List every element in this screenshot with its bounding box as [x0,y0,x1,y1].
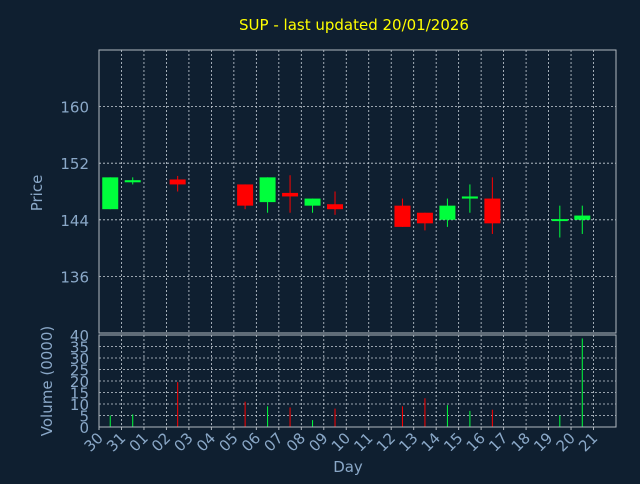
candle-body-09 [327,204,344,210]
volume-tick-label: 15 [70,385,89,403]
candle-body-08 [304,198,321,206]
volume-panel-frame [98,334,617,428]
x-tick-label: 21 [575,429,601,455]
volume-tick-label: 0 [79,419,89,437]
candle-body-20 [574,215,591,220]
volume-tick-label: 30 [70,350,89,368]
grid-layer [99,50,616,427]
candle-body-12 [394,205,411,227]
volume-tick-label: 20 [70,373,89,391]
price-tick-label: 136 [60,268,89,286]
marks-layer [102,175,591,427]
candle-body-05 [237,184,254,206]
price-tick-label: 144 [60,212,89,230]
price-panel-frame [98,49,617,334]
candle-body-02 [169,179,186,185]
candle-body-31 [124,180,141,183]
volume-axis-label: Volume (0000) [38,326,56,436]
price-tick-label: 160 [60,99,89,117]
candle-body-13 [416,212,433,224]
candle-body-19 [551,219,568,222]
candle-body-16 [484,198,501,224]
candle-body-14 [439,205,456,220]
volume-tick-label: 25 [70,362,89,380]
candle-body-07 [282,192,299,197]
candle-body-30 [102,177,119,210]
chart-title: SUP - last updated 20/01/2026 [239,16,469,34]
candle-body-15 [461,196,478,199]
frame-layer [98,49,617,428]
price-axis-label: Price [28,175,46,212]
volume-tick-label: 5 [79,408,89,426]
volume-tick-label: 35 [70,339,89,357]
volume-tick-label: 10 [70,396,89,414]
price-tick-label: 152 [60,155,89,173]
x-axis-label: Day [333,458,363,476]
candle-body-06 [259,177,276,203]
volume-tick-label: 40 [70,327,89,345]
ticks-layer: 1361441521600510152025303540303101020304… [60,99,601,456]
